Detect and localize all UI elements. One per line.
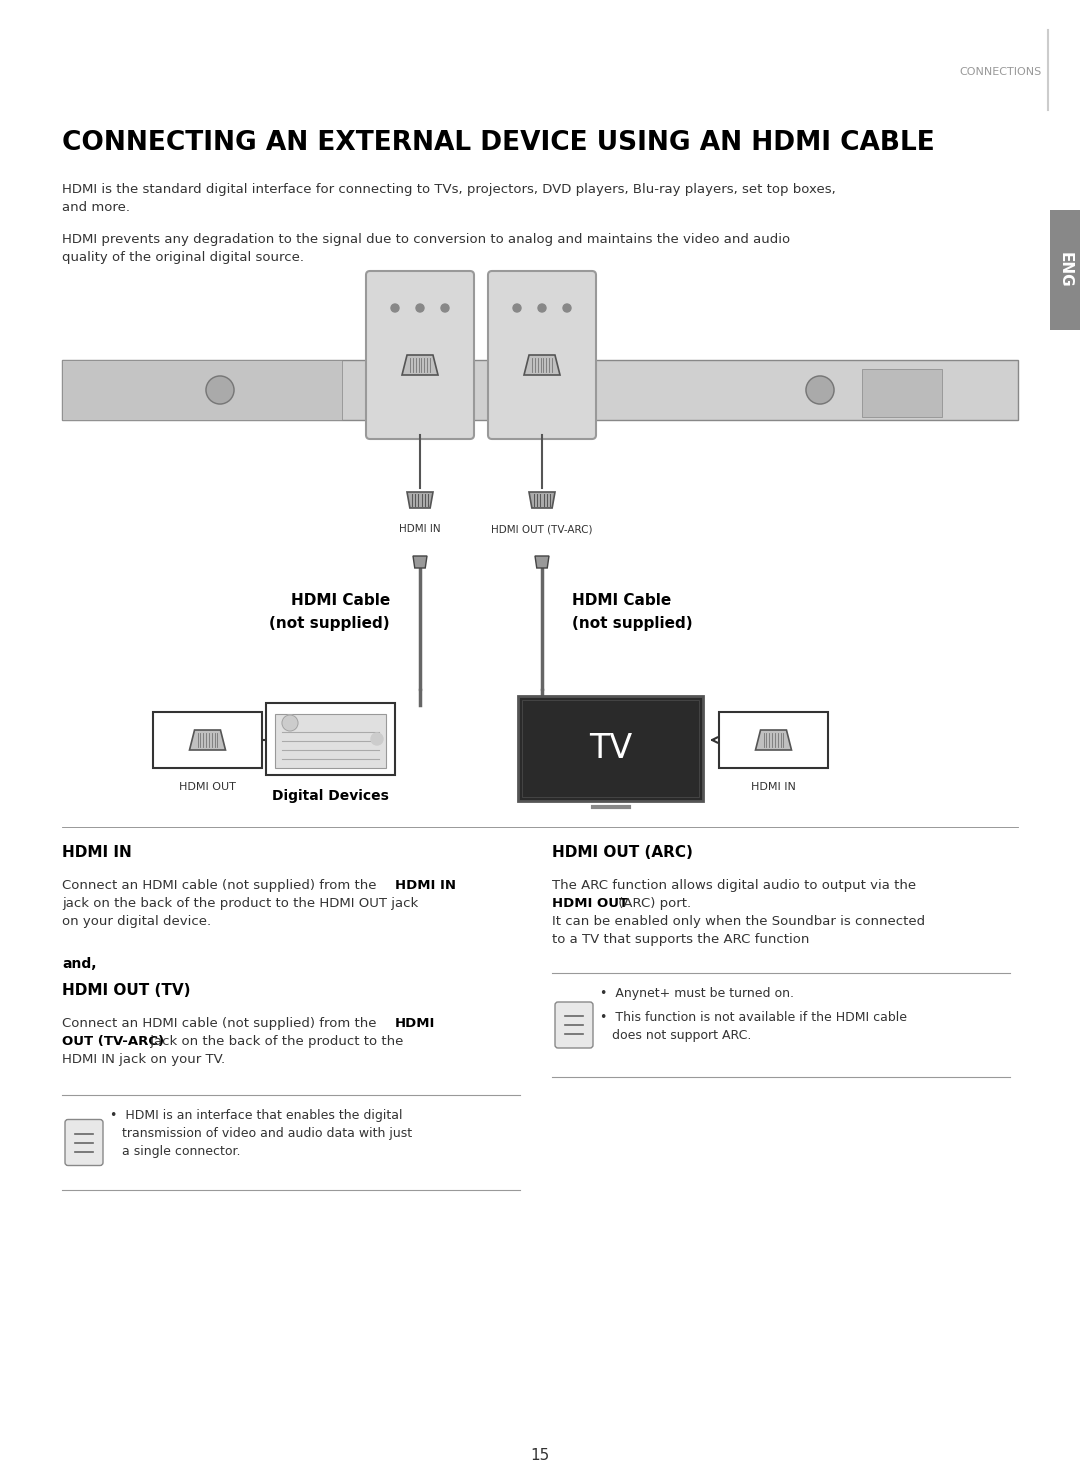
Text: jack on the back of the product to the: jack on the back of the product to the	[146, 1035, 403, 1048]
Polygon shape	[756, 731, 792, 750]
Text: HDMI IN: HDMI IN	[400, 524, 441, 534]
FancyBboxPatch shape	[65, 1119, 103, 1166]
Text: The ARC function allows digital audio to output via the: The ARC function allows digital audio to…	[552, 880, 916, 892]
Polygon shape	[407, 492, 433, 508]
Text: HDMI Cable
(not supplied): HDMI Cable (not supplied)	[269, 593, 390, 630]
FancyBboxPatch shape	[488, 272, 596, 438]
FancyBboxPatch shape	[518, 697, 703, 801]
Text: HDMI prevents any degradation to the signal due to conversion to analog and main: HDMI prevents any degradation to the sig…	[62, 233, 791, 264]
Text: It can be enabled only when the Soundbar is connected: It can be enabled only when the Soundbar…	[552, 915, 926, 928]
Text: 15: 15	[530, 1448, 550, 1463]
FancyBboxPatch shape	[366, 272, 474, 438]
Text: HDMI: HDMI	[395, 1017, 435, 1030]
Text: (ARC) port.: (ARC) port.	[615, 897, 691, 911]
Text: HDMI IN: HDMI IN	[62, 844, 132, 861]
Text: does not support ARC.: does not support ARC.	[600, 1029, 752, 1042]
Text: OUT (TV-ARC): OUT (TV-ARC)	[62, 1035, 164, 1048]
Text: HDMI OUT: HDMI OUT	[179, 782, 235, 793]
Text: on your digital device.: on your digital device.	[62, 915, 211, 928]
Polygon shape	[529, 492, 555, 508]
Polygon shape	[189, 731, 226, 750]
Circle shape	[441, 304, 449, 311]
Circle shape	[206, 376, 234, 404]
FancyBboxPatch shape	[275, 714, 386, 768]
Circle shape	[416, 304, 424, 311]
Text: •  Anynet+ must be turned on.: • Anynet+ must be turned on.	[600, 987, 794, 1001]
Text: a single connector.: a single connector.	[110, 1145, 241, 1159]
Polygon shape	[402, 356, 438, 375]
FancyBboxPatch shape	[719, 711, 828, 768]
Text: HDMI IN: HDMI IN	[395, 880, 456, 892]
Text: HDMI OUT (TV): HDMI OUT (TV)	[62, 983, 190, 998]
Circle shape	[513, 304, 521, 311]
Circle shape	[391, 304, 399, 311]
Text: Digital Devices: Digital Devices	[272, 790, 389, 803]
FancyBboxPatch shape	[153, 711, 262, 768]
FancyBboxPatch shape	[266, 703, 395, 775]
FancyBboxPatch shape	[862, 369, 942, 418]
FancyBboxPatch shape	[62, 360, 342, 421]
Text: Connect an HDMI cable (not supplied) from the: Connect an HDMI cable (not supplied) fro…	[62, 1017, 381, 1030]
Text: HDMI is the standard digital interface for connecting to TVs, projectors, DVD pl: HDMI is the standard digital interface f…	[62, 183, 836, 214]
Text: HDMI OUT (ARC): HDMI OUT (ARC)	[552, 844, 693, 861]
FancyBboxPatch shape	[555, 1002, 593, 1048]
Text: jack on the back of the product to the HDMI OUT jack: jack on the back of the product to the H…	[62, 897, 418, 911]
Circle shape	[563, 304, 571, 311]
Text: ENG: ENG	[1057, 252, 1072, 288]
Text: transmission of video and audio data with just: transmission of video and audio data wit…	[110, 1128, 413, 1139]
Polygon shape	[524, 356, 561, 375]
Text: HDMI IN jack on your TV.: HDMI IN jack on your TV.	[62, 1052, 225, 1066]
Text: HDMI OUT (TV-ARC): HDMI OUT (TV-ARC)	[491, 524, 593, 534]
Text: to a TV that supports the ARC function: to a TV that supports the ARC function	[552, 933, 809, 946]
Polygon shape	[413, 556, 427, 568]
Text: TV: TV	[589, 732, 632, 765]
Text: •  HDMI is an interface that enables the digital: • HDMI is an interface that enables the …	[110, 1108, 403, 1122]
Circle shape	[538, 304, 546, 311]
FancyBboxPatch shape	[1050, 210, 1080, 331]
Text: HDMI OUT: HDMI OUT	[552, 897, 629, 911]
Circle shape	[282, 714, 298, 731]
FancyBboxPatch shape	[62, 360, 1018, 421]
Text: CONNECTIONS: CONNECTIONS	[960, 66, 1042, 77]
Text: Connect an HDMI cable (not supplied) from the: Connect an HDMI cable (not supplied) fro…	[62, 880, 381, 892]
Text: •  This function is not available if the HDMI cable: • This function is not available if the …	[600, 1011, 907, 1024]
Text: CONNECTING AN EXTERNAL DEVICE USING AN HDMI CABLE: CONNECTING AN EXTERNAL DEVICE USING AN H…	[62, 130, 935, 156]
Text: HDMI Cable
(not supplied): HDMI Cable (not supplied)	[572, 593, 692, 630]
Circle shape	[372, 734, 383, 745]
Polygon shape	[535, 556, 549, 568]
Text: HDMI IN: HDMI IN	[751, 782, 796, 793]
Circle shape	[806, 376, 834, 404]
Text: and,: and,	[62, 956, 96, 971]
